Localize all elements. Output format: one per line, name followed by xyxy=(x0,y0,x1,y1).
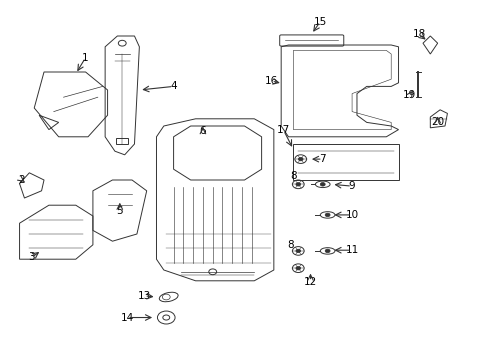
Circle shape xyxy=(325,213,329,217)
Text: 16: 16 xyxy=(264,76,278,86)
Circle shape xyxy=(325,249,329,253)
Text: 13: 13 xyxy=(137,291,151,301)
Text: 3: 3 xyxy=(28,252,35,262)
Circle shape xyxy=(298,157,303,161)
Text: 5: 5 xyxy=(116,206,123,216)
Text: 9: 9 xyxy=(348,181,355,191)
Text: 18: 18 xyxy=(411,29,425,39)
Text: 2: 2 xyxy=(19,175,25,185)
Text: 8: 8 xyxy=(289,171,296,181)
Text: 11: 11 xyxy=(345,245,358,255)
Text: 7: 7 xyxy=(319,154,325,164)
Text: 1: 1 xyxy=(82,53,89,63)
Circle shape xyxy=(295,266,300,270)
Circle shape xyxy=(295,183,300,186)
Text: 15: 15 xyxy=(313,17,326,27)
Circle shape xyxy=(320,183,325,186)
Text: 4: 4 xyxy=(170,81,177,91)
Text: 10: 10 xyxy=(345,210,358,220)
Text: 6: 6 xyxy=(199,126,206,136)
Text: 12: 12 xyxy=(303,276,317,287)
Text: 20: 20 xyxy=(430,117,443,127)
Text: 14: 14 xyxy=(120,312,134,323)
Text: 8: 8 xyxy=(288,240,298,250)
Text: 17: 17 xyxy=(276,125,290,135)
Circle shape xyxy=(295,249,300,253)
Text: 19: 19 xyxy=(402,90,416,100)
